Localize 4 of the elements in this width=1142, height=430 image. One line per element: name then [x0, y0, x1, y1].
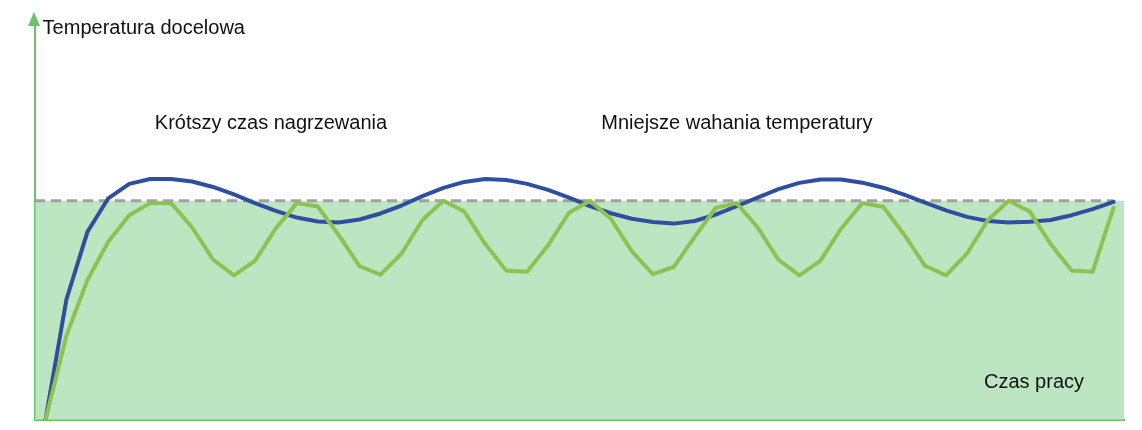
text: Mniejsze wahania temperatury [601, 110, 873, 133]
x-axis-title: Czas pracy [983, 369, 1084, 392]
text: Krótszy czas nagrzewania [154, 110, 388, 133]
text: Temperatura docelowa [42, 15, 246, 38]
